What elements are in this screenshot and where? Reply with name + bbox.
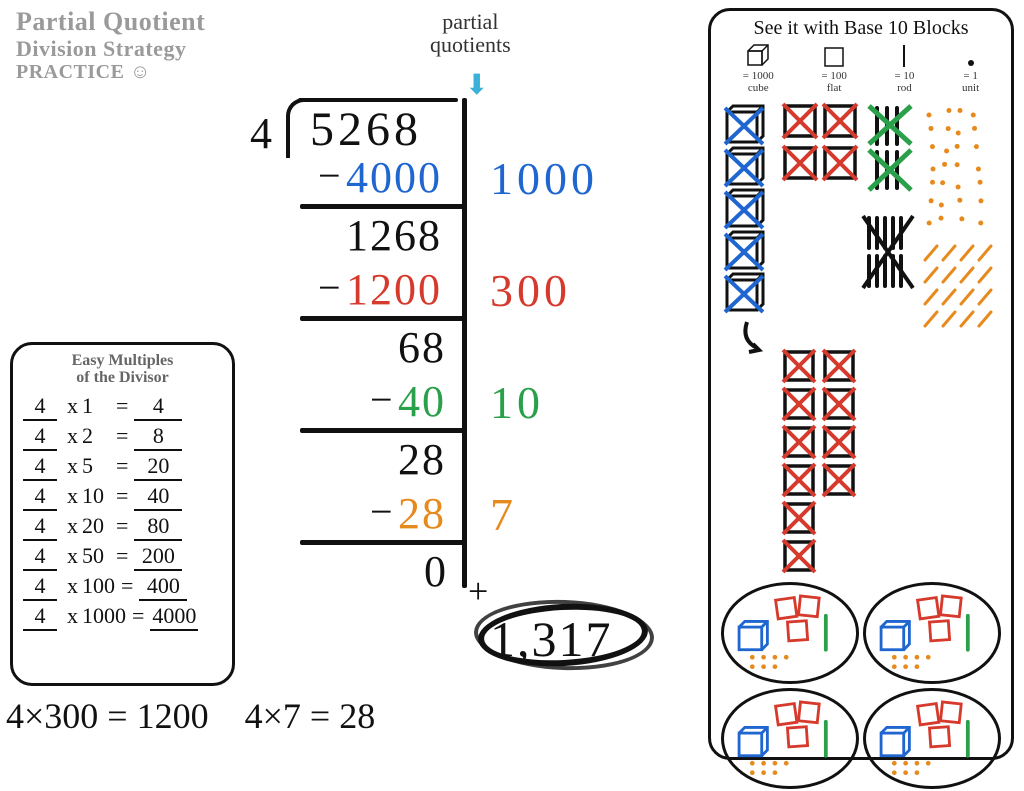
- multiples-rows: 4x1=44x2=84x5=204x10=404x20=804x50=2004x…: [23, 393, 222, 631]
- title-line-2: Division Strategy: [16, 37, 205, 61]
- pq-label-2: quotients: [430, 33, 511, 56]
- base10-canvas: [719, 100, 1003, 580]
- partial-quotients-label: partial quotients: [430, 10, 511, 56]
- title-block: Partial Quotient Division Strategy PRACT…: [16, 8, 205, 83]
- multiples-title-2: of the Divisor: [23, 370, 222, 387]
- multiple-row: 4x20=80: [23, 513, 222, 541]
- multiples-title-1: Easy Multiples: [23, 353, 222, 370]
- multiple-row: 4x100=400: [23, 573, 222, 601]
- multiple-row: 4x5=20: [23, 453, 222, 481]
- multiple-row: 4x10=40: [23, 483, 222, 511]
- multiple-row: 4x2=8: [23, 423, 222, 451]
- legend-cube: = 1000cube: [743, 44, 774, 94]
- plus-icon: +: [468, 570, 488, 612]
- title-line-3: PRACTICE ☺: [16, 61, 205, 83]
- multiple-row: 4x1=4: [23, 393, 222, 421]
- scratch-eq-2: 4×7 = 28: [245, 696, 376, 736]
- title-line-1: Partial Quotient: [16, 8, 205, 37]
- legend-rod: = 10rod: [894, 44, 914, 94]
- easy-multiples-panel: Easy Multiples of the Divisor 4x1=44x2=8…: [10, 342, 235, 686]
- group-4: [863, 688, 1001, 790]
- dividend: 5268: [310, 102, 422, 157]
- division-vertical-line: [462, 98, 467, 588]
- legend-unit: = 1unit: [962, 58, 979, 94]
- base10-groups: [719, 580, 1003, 780]
- group-2: [863, 582, 1001, 684]
- group-1: [721, 582, 859, 684]
- division-bracket-curve: [286, 98, 310, 158]
- pq-label-1: partial: [430, 10, 511, 33]
- divisor: 4: [250, 108, 272, 159]
- division-work: 4 5268 −400010001268−120030068−401028−28…: [250, 90, 680, 690]
- base10-legend: = 1000cube = 100flat = 10rod = 1unit: [719, 44, 1003, 94]
- base10-svg: [719, 100, 1007, 576]
- legend-flat: = 100flat: [821, 46, 846, 94]
- multiple-row: 4x1000=4000: [23, 603, 222, 631]
- multiples-header: Easy Multiples of the Divisor: [23, 353, 222, 387]
- base10-header: See it with Base 10 Blocks: [719, 17, 1003, 40]
- multiple-row: 4x50=200: [23, 543, 222, 571]
- group-3: [721, 688, 859, 790]
- scratch-work: 4×300 = 1200 4×7 = 28: [6, 695, 375, 737]
- base10-panel: See it with Base 10 Blocks = 1000cube = …: [708, 8, 1014, 760]
- scratch-eq-1: 4×300 = 1200: [6, 696, 209, 736]
